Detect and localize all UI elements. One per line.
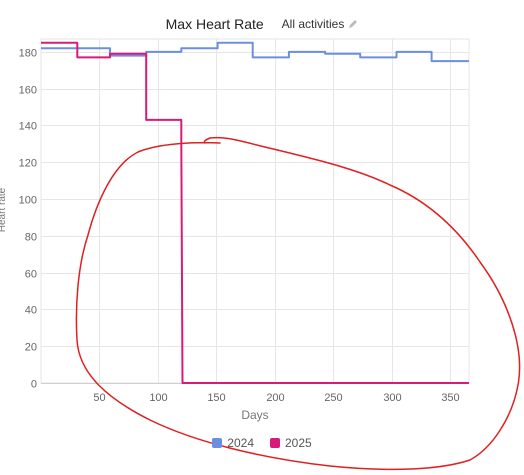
y-tick-label: 100 bbox=[19, 195, 37, 207]
x-tick-label: 100 bbox=[149, 392, 167, 404]
pencil-icon[interactable] bbox=[348, 19, 358, 29]
y-tick-label: 60 bbox=[25, 269, 37, 281]
x-tick-label: 150 bbox=[207, 392, 225, 404]
series-lines bbox=[41, 41, 469, 384]
x-axis-label: Days bbox=[241, 408, 268, 422]
legend-item-2025[interactable]: 2025 bbox=[270, 436, 312, 450]
plot-frame bbox=[40, 38, 470, 384]
x-tick-label: 250 bbox=[324, 392, 342, 404]
y-tick-label: 80 bbox=[25, 232, 37, 244]
y-tick-label: 20 bbox=[25, 342, 37, 354]
y-tick-label: 180 bbox=[19, 48, 37, 60]
y-tick-label: 160 bbox=[19, 85, 37, 97]
legend-swatch-2024 bbox=[212, 438, 223, 448]
y-tick-label: 140 bbox=[19, 121, 37, 133]
legend-swatch-2025 bbox=[270, 438, 280, 448]
activity-filter-label: All activities bbox=[281, 17, 345, 31]
legend-item-2024[interactable]: 2024 bbox=[212, 436, 254, 450]
freehand-circle-annotation bbox=[75, 136, 521, 471]
y-tick-label: 0 bbox=[31, 379, 37, 391]
chart-legend: 2024 2025 bbox=[0, 434, 524, 452]
x-tick-label: 200 bbox=[266, 392, 284, 404]
x-tick-labels: 50 100 150 200 250 300 350 bbox=[93, 392, 459, 404]
activity-filter[interactable]: All activities bbox=[282, 17, 359, 31]
x-tick-label: 50 bbox=[93, 392, 105, 404]
y-tick-labels: 0 20 40 60 80 100 120 140 160 180 bbox=[19, 48, 37, 391]
y-tick-label: 120 bbox=[19, 158, 37, 170]
x-tick-label: 350 bbox=[441, 392, 459, 404]
legend-label-2025: 2025 bbox=[285, 436, 312, 450]
series-line-2025 bbox=[41, 41, 469, 384]
grid-lines bbox=[40, 38, 470, 384]
y-tick-label: 40 bbox=[25, 305, 37, 317]
y-axis-label: Heart rate bbox=[0, 187, 8, 232]
chart-title: Max Heart Rate bbox=[165, 16, 264, 32]
x-tick-label: 300 bbox=[383, 392, 401, 404]
chart-header: Max Heart Rate All activities bbox=[0, 12, 524, 36]
legend-label-2024: 2024 bbox=[227, 436, 254, 450]
